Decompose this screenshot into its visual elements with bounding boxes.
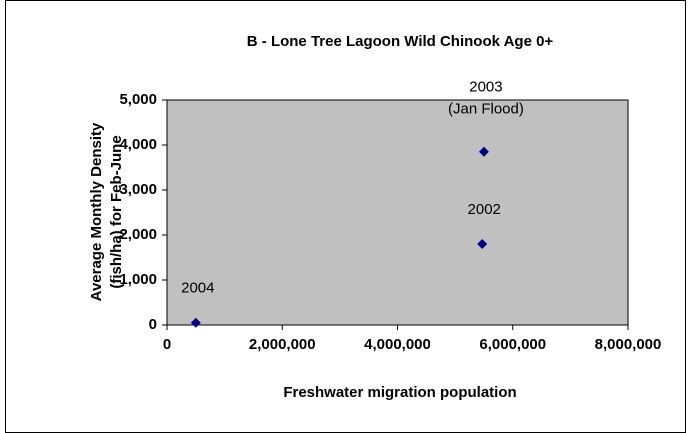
x-tick-label: 4,000,000 xyxy=(364,336,431,353)
y-axis-title-line: (fish/ha) for Feb-June xyxy=(108,135,125,288)
y-tick-label: 3,000 xyxy=(119,181,157,198)
y-tick-label: 1,000 xyxy=(119,271,157,288)
point xyxy=(477,239,488,249)
y-axis-title-line: Average Monthly Density xyxy=(88,122,105,301)
y-tick-label: 4,000 xyxy=(119,136,157,153)
x-tick-label: 2,000,000 xyxy=(249,336,316,353)
point xyxy=(478,146,489,157)
chart-title: B - Lone Tree Lagoon Wild Chinook Age 0+ xyxy=(247,33,554,50)
x-tick-label: 8,000,000 xyxy=(595,336,662,353)
x-axis-title: Freshwater migration population xyxy=(283,384,516,401)
y-tick-label: 5,000 xyxy=(119,91,157,108)
plot-area xyxy=(166,99,629,326)
x-tick-label: 0 xyxy=(163,336,171,353)
x-tick-label: 6,000,000 xyxy=(479,336,546,353)
point-label: (Jan Flood) xyxy=(448,101,524,118)
y-tick-label: 0 xyxy=(149,316,157,333)
y-tick-label: 2,000 xyxy=(119,226,157,243)
point-label: 2002 xyxy=(468,201,501,218)
point xyxy=(190,317,201,328)
point-label: 2003 xyxy=(469,79,502,96)
point-label: 2004 xyxy=(181,280,214,297)
y-axis-title: Average Monthly Density (fish/ha) for Fe… xyxy=(88,122,125,301)
